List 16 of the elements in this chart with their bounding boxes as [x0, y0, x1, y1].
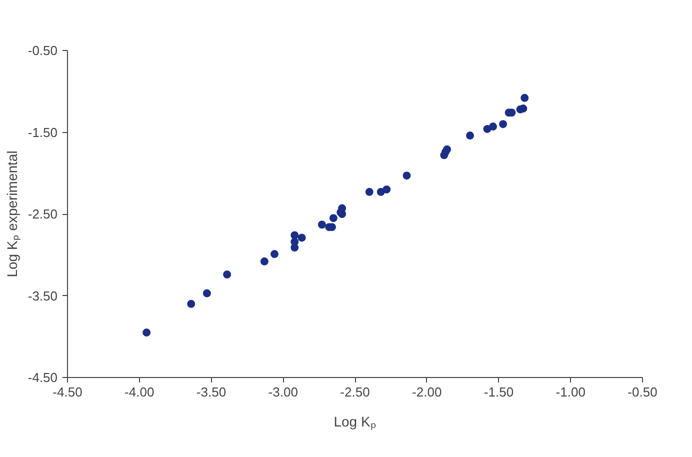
x-tick-label: -3.50	[196, 384, 226, 400]
y-tick-label: -0.50	[28, 43, 58, 58]
x-tick-label: -2.00	[412, 384, 442, 400]
y-tick-label: -1.50	[28, 124, 58, 140]
x-tick-label: -3.00	[268, 384, 298, 400]
x-tick-label: -1.00	[556, 384, 586, 400]
y-tick-label: -2.50	[28, 206, 58, 222]
x-tick-label: -1.50	[484, 384, 514, 400]
x-tick-label: -4.00	[124, 384, 154, 400]
y-axis-title: Log Kₚ experimental	[4, 150, 21, 278]
x-tick-label: -2.50	[340, 384, 370, 400]
x-tick-label: -0.50	[628, 384, 658, 400]
y-tick-label: -4.50	[28, 370, 58, 385]
x-axis-title: Log Kₚ	[334, 414, 376, 430]
y-tick-label: -3.50	[28, 288, 58, 304]
x-tick-label: -4.50	[52, 384, 82, 400]
